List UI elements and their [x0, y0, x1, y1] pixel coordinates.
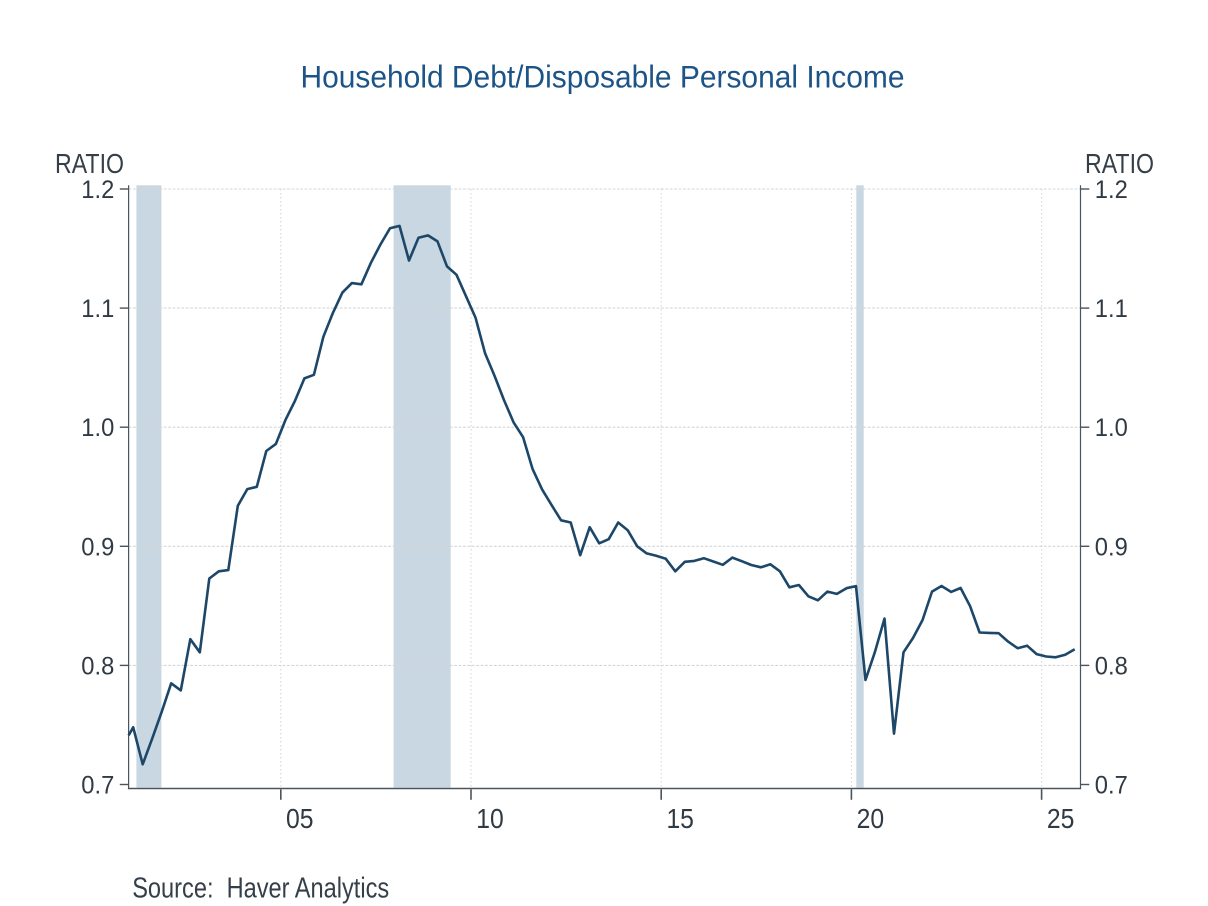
- svg-text:25: 25: [1047, 803, 1075, 834]
- svg-text:0.9: 0.9: [81, 533, 114, 561]
- svg-text:05: 05: [286, 803, 314, 834]
- svg-text:0.7: 0.7: [81, 772, 114, 800]
- svg-text:1.2: 1.2: [1095, 176, 1128, 204]
- svg-text:1.1: 1.1: [1095, 295, 1128, 323]
- svg-text:1.1: 1.1: [81, 295, 114, 323]
- svg-text:15: 15: [666, 803, 694, 834]
- svg-text:20: 20: [857, 803, 885, 834]
- svg-text:RATIO: RATIO: [55, 148, 124, 179]
- svg-text:RATIO: RATIO: [1085, 148, 1154, 179]
- svg-text:0.8: 0.8: [81, 652, 114, 680]
- svg-text:Household Debt/Disposable Pers: Household Debt/Disposable Personal Incom…: [301, 59, 905, 95]
- svg-text:10: 10: [476, 803, 504, 834]
- svg-text:1.2: 1.2: [81, 176, 114, 204]
- svg-text:0.8: 0.8: [1095, 652, 1128, 680]
- svg-text:0.9: 0.9: [1095, 533, 1128, 561]
- svg-text:1.0: 1.0: [81, 414, 114, 442]
- svg-text:1.0: 1.0: [1095, 414, 1128, 442]
- svg-text:Source: Haver Analytics: Source: Haver Analytics: [132, 872, 389, 904]
- svg-text:0.7: 0.7: [1095, 772, 1128, 800]
